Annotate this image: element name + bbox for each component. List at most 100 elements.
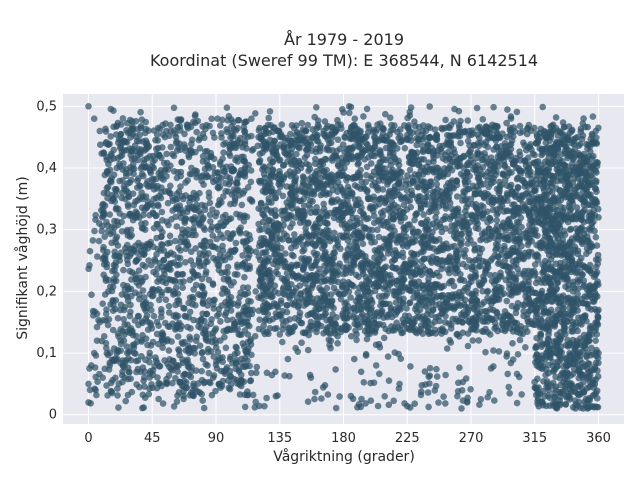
data-point <box>445 139 452 147</box>
data-point <box>432 382 440 390</box>
data-point <box>323 284 331 292</box>
data-point <box>92 216 99 223</box>
data-point <box>223 173 230 180</box>
data-point <box>147 200 155 208</box>
data-point <box>126 267 134 275</box>
data-point <box>273 151 280 159</box>
data-point <box>227 200 234 208</box>
data-point <box>132 117 140 125</box>
data-point <box>192 367 200 374</box>
data-point <box>157 194 165 202</box>
data-point <box>332 366 339 373</box>
data-point <box>329 186 337 194</box>
data-point <box>196 134 204 142</box>
data-point <box>236 192 243 199</box>
data-point <box>190 392 197 400</box>
data-point <box>91 227 98 235</box>
data-point <box>324 297 332 304</box>
data-point <box>503 262 510 270</box>
data-point <box>204 302 211 309</box>
data-point <box>129 342 136 349</box>
data-point <box>100 189 108 197</box>
data-point <box>403 136 411 143</box>
data-point <box>290 324 298 331</box>
data-point <box>198 315 205 323</box>
data-point <box>464 342 472 350</box>
data-point <box>142 356 149 364</box>
data-point <box>239 252 246 259</box>
data-point <box>475 263 483 270</box>
data-point <box>189 204 196 211</box>
data-point <box>298 339 305 347</box>
data-point <box>304 121 312 129</box>
data-point <box>205 276 213 284</box>
data-point <box>293 150 300 158</box>
data-point <box>390 397 398 405</box>
data-point <box>436 142 444 150</box>
data-point <box>212 337 219 344</box>
data-point <box>336 198 344 206</box>
data-point <box>263 394 270 402</box>
data-point <box>127 375 134 383</box>
data-point <box>129 190 137 197</box>
data-point <box>347 392 355 400</box>
data-point <box>459 378 467 386</box>
data-point <box>319 384 327 391</box>
data-point <box>498 320 506 328</box>
data-point <box>227 373 235 381</box>
data-point <box>506 276 514 284</box>
data-points <box>85 103 602 412</box>
data-point <box>332 206 339 214</box>
data-point <box>368 160 375 167</box>
data-point <box>311 388 319 396</box>
data-point <box>417 177 425 184</box>
data-point <box>442 400 449 407</box>
data-point <box>489 134 496 142</box>
data-point <box>104 392 111 399</box>
data-point <box>288 205 296 212</box>
data-point <box>256 256 264 264</box>
data-point <box>382 110 389 118</box>
data-point <box>148 325 156 332</box>
data-point <box>200 404 208 412</box>
data-point <box>279 162 287 169</box>
data-point <box>110 171 118 179</box>
data-point <box>289 270 296 278</box>
data-point <box>313 104 320 111</box>
data-point <box>470 212 477 219</box>
data-point <box>122 397 129 405</box>
data-point <box>278 121 286 128</box>
data-point <box>498 203 506 210</box>
data-point <box>139 391 147 399</box>
data-point <box>264 167 271 174</box>
data-point <box>234 349 241 357</box>
data-point <box>244 184 252 191</box>
data-point <box>290 252 297 260</box>
data-point <box>135 267 143 274</box>
data-point <box>426 103 434 110</box>
data-point <box>157 167 165 174</box>
data-point <box>488 297 495 304</box>
data-point <box>509 328 517 335</box>
data-point <box>121 321 128 329</box>
data-point <box>532 270 539 277</box>
data-point <box>359 240 367 248</box>
data-point <box>413 263 421 270</box>
data-point <box>375 282 383 290</box>
data-point <box>188 164 195 172</box>
data-point <box>120 212 128 220</box>
data-point <box>252 248 260 255</box>
data-point <box>362 178 370 186</box>
data-point <box>107 301 114 308</box>
data-point <box>427 233 435 240</box>
data-point <box>447 339 455 346</box>
data-point <box>268 371 276 379</box>
data-point <box>177 168 185 176</box>
data-point <box>390 251 397 258</box>
data-point <box>514 351 522 358</box>
data-point <box>336 145 344 153</box>
data-point <box>146 349 153 357</box>
data-point <box>286 372 293 380</box>
data-point <box>133 275 140 283</box>
